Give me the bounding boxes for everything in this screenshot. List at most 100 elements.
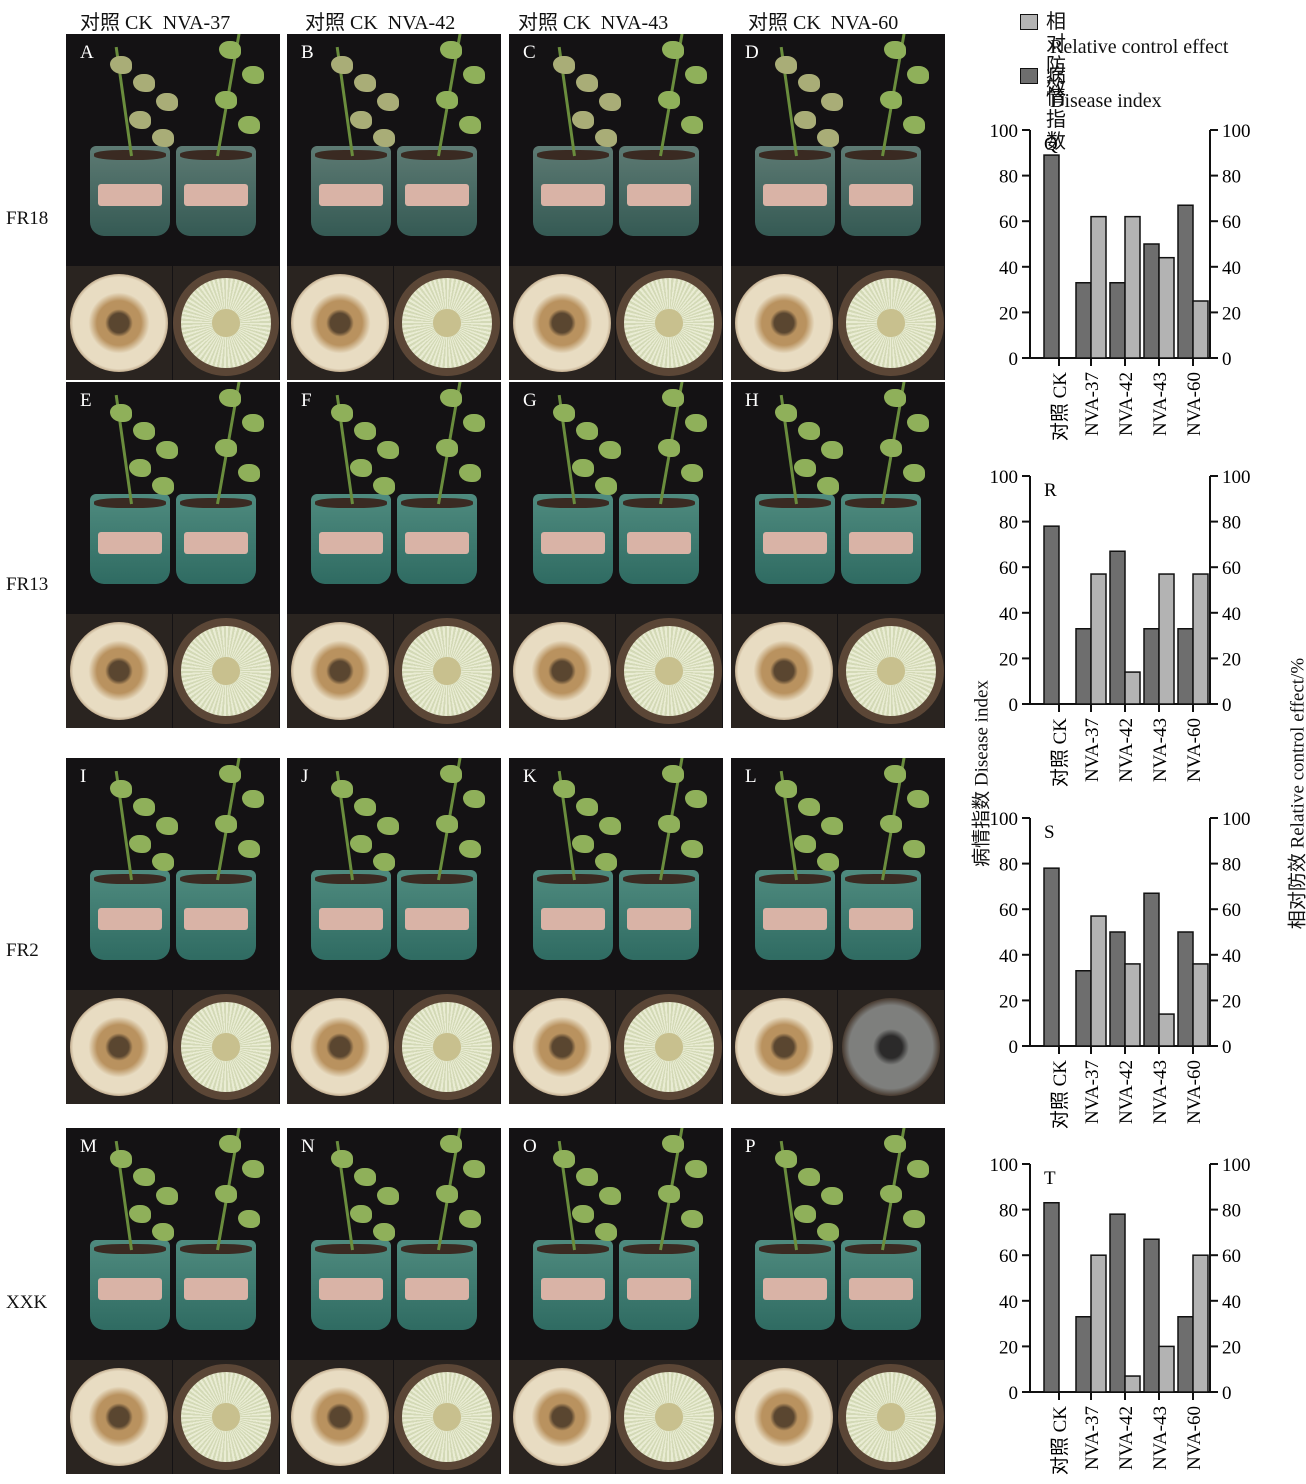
y2-tick-label: 0 [1222,695,1232,716]
y2-tick-label: 20 [1222,991,1241,1012]
treated-stem-section [394,1364,500,1470]
row-label-fr2: FR2 [6,940,39,961]
leaf [681,840,703,858]
leaf [459,116,481,134]
leaf [110,404,132,422]
cross-section-photo [616,1360,722,1474]
treated-stem-section [173,270,279,376]
leaf [798,74,820,93]
pot [533,1240,613,1330]
y2-tick-label: 100 [1222,1155,1251,1176]
cross-section-photo [173,266,279,380]
treated-stem-section [394,270,500,376]
pot [397,494,477,584]
legend-swatch-light [1020,14,1038,30]
leaf [350,459,372,477]
bar-disease-index [1143,892,1160,1047]
leaf [354,798,376,817]
y2-tick-label: 100 [1222,121,1251,142]
leaf [152,1223,174,1242]
y-tick-label: 100 [990,1155,1019,1176]
photo-panel: G [509,382,723,728]
y-tick-label: 80 [999,1201,1018,1222]
x-tick-label: NVA-42 [1116,1406,1137,1470]
leaf [576,1168,598,1187]
bar-disease-index [1109,931,1126,1047]
treated-stem-section [838,618,944,724]
leaf [219,41,241,59]
plant-photo [509,34,723,266]
bar-disease-index [1075,628,1092,705]
bar-relative-control [1158,256,1175,359]
pot [176,870,256,960]
leaf [903,464,925,482]
y-tick-label: 40 [999,1292,1018,1313]
leaf [884,765,906,783]
pot [533,146,613,236]
soil [401,1244,473,1254]
leaf [129,835,151,853]
diseased-stem-section [291,622,389,720]
leaf [821,1186,843,1205]
leaf [817,1223,839,1242]
diseased-stem-section [291,274,389,372]
leaf [440,389,462,407]
leaf [354,74,376,93]
leaf [576,422,598,441]
soil [845,150,917,160]
y2-tick-label: 20 [1222,303,1241,324]
leaf [907,66,929,84]
leaf [599,92,621,111]
photo-panel: H [731,382,945,728]
leaf [373,1223,395,1242]
cross-section-photo [838,266,944,380]
leaf [331,1150,353,1168]
leaf [242,790,264,808]
leaf [436,1185,458,1203]
leaf [242,1160,264,1178]
legend-swatch-dark [1020,68,1038,84]
leaf [658,91,680,109]
legend-label-zh: 病情指数 [1046,63,1066,153]
plant-photo [66,382,280,614]
leaf [794,835,816,853]
cross-section-photo [394,1360,500,1474]
plant-photo [509,758,723,990]
leaf [553,56,575,74]
pot [176,494,256,584]
diseased-stem-section [291,998,389,1096]
cross-section-photo [731,1360,837,1474]
bar-disease-index [1177,204,1194,359]
pot [311,146,391,236]
x-tick-label: NVA-42 [1116,1060,1137,1124]
legend-label-en: Relative control effect [1050,36,1229,58]
y2-tick-label: 40 [1222,1292,1241,1313]
pot [755,1240,835,1330]
bar-disease-index [1043,154,1060,359]
leaf [553,1150,575,1168]
photo-panel: I [66,758,280,1104]
soil [845,1244,917,1254]
leaf [129,1205,151,1223]
x-tick-label: NVA-60 [1184,1406,1205,1470]
leaf [350,835,372,853]
leaf [219,765,241,783]
leaf [331,56,353,74]
pot [619,870,699,960]
x-tick-label: NVA-43 [1150,1060,1171,1124]
bar-relative-control [1090,573,1107,705]
bar-disease-index [1143,1238,1160,1393]
x-tick-label: NVA-43 [1150,372,1171,436]
pot [90,870,170,960]
pot [311,494,391,584]
treated-stem-section [616,1364,722,1470]
bar-relative-control [1158,573,1175,705]
diseased-stem-section [70,622,168,720]
leaf [129,111,151,129]
leaf [110,1150,132,1168]
cross-section-photo [731,266,837,380]
photo-panel: M [66,1128,280,1474]
photo-panel: E [66,382,280,728]
leaf [880,91,902,109]
pot [533,870,613,960]
